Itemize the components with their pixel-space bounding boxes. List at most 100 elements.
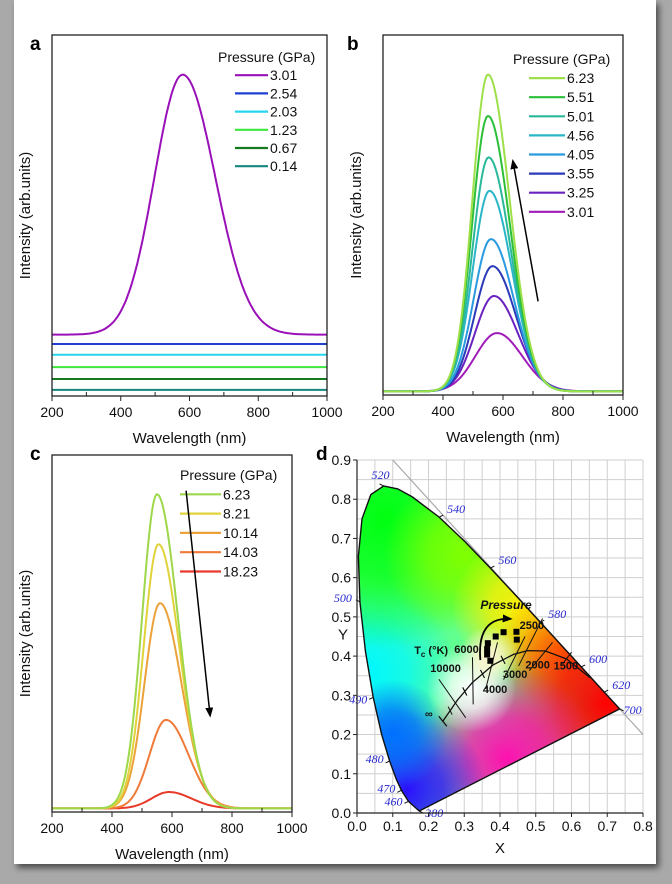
locus-tick <box>619 708 624 712</box>
wavelength-label: 480 <box>366 752 384 766</box>
panel-d: d380460470480490500520540560580600620700… <box>316 444 653 857</box>
isotherm-line <box>485 642 498 690</box>
data-point <box>513 628 520 635</box>
y-tick-label: 0.7 <box>332 530 352 546</box>
legend: Pressure (GPa) 6.23 8.21 10.14 14.03 18.23 <box>180 467 277 580</box>
x-axis-title: Wavelength (nm) <box>446 429 560 446</box>
x-tick-label: 0.7 <box>598 818 618 834</box>
pressure-annotation: Pressure <box>480 598 532 612</box>
wavelength-label: 490 <box>349 692 367 706</box>
legend-item: 10.14 <box>180 525 258 541</box>
temperature-label: 1500 <box>554 660 578 672</box>
x-axis-title: X <box>495 840 505 857</box>
legend-item: 0.67 <box>235 140 297 156</box>
panel-b: b 200 400 600 800 1000 Wavelength (nm) Intensit… <box>347 34 639 446</box>
legend-item: 2.03 <box>235 104 297 120</box>
y-tick-label: 0.9 <box>332 452 352 468</box>
legend-label: 3.01 <box>270 67 297 83</box>
trend-arrow <box>185 490 214 718</box>
series-line-6.23 <box>383 73 623 393</box>
locus-tick <box>369 696 374 700</box>
isotherm-line <box>503 636 526 680</box>
x-tick-label: 0.5 <box>526 818 546 834</box>
legend-label: 0.14 <box>270 158 297 174</box>
legend-label: 2.54 <box>270 85 297 101</box>
locus-tick <box>385 760 390 764</box>
legend-label: 3.55 <box>567 166 594 182</box>
x-tick-label: 1000 <box>276 820 307 836</box>
isotherm-line <box>438 678 467 718</box>
series-line-3.55 <box>383 265 623 393</box>
y-tick-label: 0.1 <box>332 766 352 782</box>
legend-label: 4.56 <box>567 127 594 143</box>
x-tick-label: 0.2 <box>419 818 439 834</box>
legend-label: 18.23 <box>223 564 258 580</box>
panel-a: a 200 400 600 800 1000 Wavelength (nm) Intensit… <box>17 34 343 447</box>
wavelength-label: 700 <box>624 703 642 717</box>
series-line-10.14 <box>52 602 292 810</box>
pressure-arrow <box>479 614 513 661</box>
x-tick-label: 200 <box>371 403 395 419</box>
y-tick-label: 0.4 <box>332 648 352 664</box>
figure-card: a 200 400 600 800 1000 Wavelength (nm) Intensit… <box>14 0 656 864</box>
x-tick-label: 1000 <box>311 404 342 420</box>
series-line-6.23 <box>52 493 292 810</box>
wavelength-label: 580 <box>548 607 566 621</box>
legend-label: 6.23 <box>567 70 594 86</box>
x-tick-label: 800 <box>551 403 575 419</box>
legend-item: 8.21 <box>180 506 250 522</box>
legend-item: 3.01 <box>235 67 297 83</box>
data-point <box>484 640 491 647</box>
legend-item: 3.25 <box>529 185 594 201</box>
locus-end-bar <box>438 715 448 727</box>
legend-title: Pressure (GPa) <box>218 49 315 65</box>
trend-arrow <box>510 159 539 302</box>
x-tick-label: 0.4 <box>490 818 510 834</box>
locus-tick <box>580 664 586 668</box>
series-line-18.23 <box>52 791 292 810</box>
legend-item: 0.14 <box>235 158 297 174</box>
x-tick-label: 800 <box>247 404 271 420</box>
isotherm-line <box>471 657 474 705</box>
x-tick-label: 0.0 <box>347 818 367 834</box>
panel-letter: b <box>347 34 359 55</box>
legend-label: 0.67 <box>270 140 297 156</box>
panel-letter: a <box>30 34 41 55</box>
x-tick-label: 600 <box>491 403 515 419</box>
locus-tick <box>480 669 485 679</box>
legend-title: Pressure (GPa) <box>513 51 610 67</box>
figure-canvas: a 200 400 600 800 1000 Wavelength (nm) Intensit… <box>17 34 653 863</box>
y-axis-title: Intensity (arb.units) <box>17 570 34 698</box>
panel-c: c 200 400 600 800 1000 Wavelength (nm) Intensit… <box>17 444 308 863</box>
legend-item: 4.05 <box>529 147 594 163</box>
x-tick-label: 0.3 <box>455 818 475 834</box>
legend-item: 6.23 <box>180 486 250 502</box>
x-tick-label: 400 <box>109 404 133 420</box>
data-point <box>492 633 499 640</box>
y-tick-label: 0.3 <box>332 687 352 703</box>
series-line-4.05 <box>383 238 623 393</box>
locus-tick <box>379 483 384 487</box>
x-tick-label: 200 <box>40 404 64 420</box>
legend-item: 18.23 <box>180 564 258 580</box>
series-line-4.56 <box>383 189 623 393</box>
wavelength-label: 600 <box>589 652 607 666</box>
legend: Pressure (GPa) 3.01 2.54 2.03 1.23 0.67 0.14 <box>218 49 315 174</box>
wavelength-label: 520 <box>372 468 390 482</box>
series-line-14.03 <box>52 718 292 810</box>
x-tick-label: 400 <box>100 820 124 836</box>
locus-tick <box>438 514 444 518</box>
series-line-3.01 <box>52 73 327 336</box>
locus-tick <box>397 789 402 793</box>
panel-letter: c <box>30 444 41 465</box>
data-point <box>500 629 507 636</box>
x-axis-title: Wavelength (nm) <box>115 846 229 863</box>
legend-item: 4.56 <box>529 127 594 143</box>
legend-item: 1.23 <box>235 122 297 138</box>
x-tick-label: 0.8 <box>633 818 653 834</box>
temperature-label: 3000 <box>503 669 527 681</box>
tc-symbol: T <box>414 645 421 657</box>
x-tick-label: 400 <box>431 403 455 419</box>
y-tick-label: 0.8 <box>332 491 352 507</box>
y-axis-title: Intensity (arb.units) <box>17 152 34 280</box>
